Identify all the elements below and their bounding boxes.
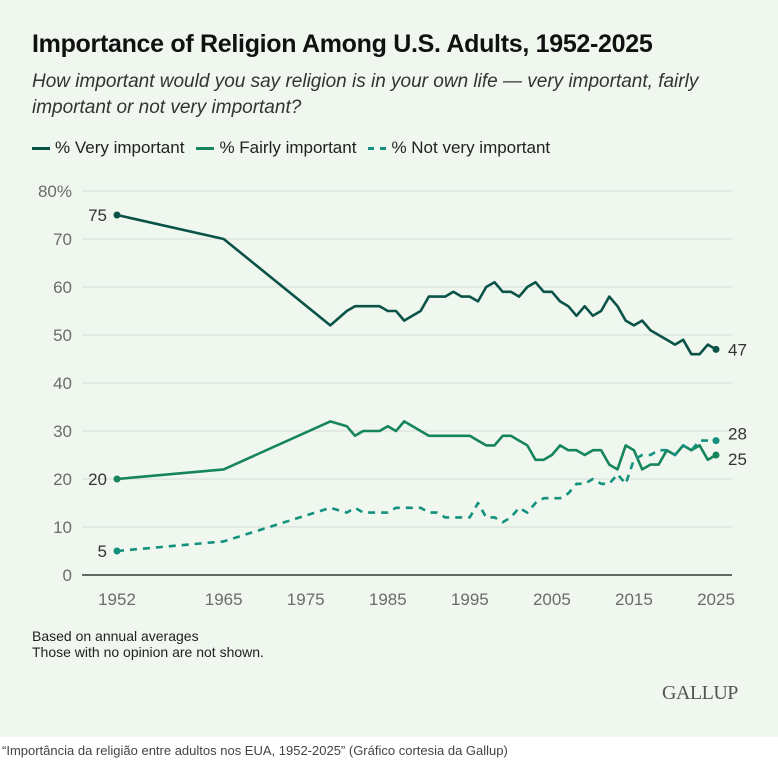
- data-label-end: 28: [728, 425, 747, 444]
- note-annual-averages: Based on annual averages: [32, 628, 199, 644]
- y-tick-label: 70: [53, 230, 72, 249]
- y-tick-label: 20: [53, 470, 72, 489]
- chart-subtitle: How important would you say religion is …: [32, 71, 699, 118]
- series-line-very: [115, 213, 718, 356]
- series-line-not-very: [116, 439, 716, 553]
- legend-label-not-very-important: % Not very important: [391, 138, 551, 157]
- data-point-end: [712, 451, 720, 459]
- line-chart: 0 10 20 30 40 50 60 70 80% 1952 1965 1975 1985 1995 2…: [38, 182, 747, 609]
- x-tick-label: 1985: [369, 590, 407, 609]
- legend-label-fairly-important: % Fairly important: [219, 138, 357, 157]
- data-point-end: [712, 437, 720, 445]
- data-point-start: [113, 475, 121, 483]
- data-point-start: [113, 547, 121, 555]
- legend: % Very important % Fairly important % No…: [32, 138, 562, 158]
- legend-label-very-important: % Very important: [55, 138, 185, 157]
- legend-swatch-fairly-important: [196, 146, 215, 150]
- x-tick-label: 1975: [287, 590, 325, 609]
- data-label-start: 20: [88, 470, 107, 489]
- data-label-end: 25: [728, 450, 747, 469]
- series-lines: [113, 211, 720, 555]
- x-tick-label: 2005: [533, 590, 571, 609]
- y-tick-label: 40: [53, 374, 72, 393]
- x-tick-label: 2025: [697, 590, 735, 609]
- gridlines: [82, 190, 732, 576]
- y-tick-label: 0: [63, 566, 72, 585]
- chart-panel: Importance of Religion Among U.S. Adults…: [0, 0, 778, 737]
- y-tick-label: 80%: [38, 182, 72, 201]
- y-axis-tick-labels: 0 10 20 30 40 50 60 70 80%: [38, 182, 72, 585]
- y-tick-label: 50: [53, 326, 72, 345]
- note-no-opinion: Those with no opinion are not shown.: [32, 644, 264, 660]
- series-line-fairly: [115, 420, 718, 481]
- data-label-start: 75: [88, 206, 107, 225]
- legend-swatch-not-very-important: [368, 146, 387, 150]
- x-tick-label: 1965: [205, 590, 243, 609]
- x-tick-label: 2015: [615, 590, 653, 609]
- y-tick-label: 60: [53, 278, 72, 297]
- legend-item-very-important: % Very important: [32, 138, 184, 158]
- x-tick-label: 1995: [451, 590, 489, 609]
- y-tick-label: 30: [53, 422, 72, 441]
- chart-title: Importance of Religion Among U.S. Adults…: [32, 30, 653, 58]
- legend-item-fairly-important: % Fairly important: [196, 138, 356, 158]
- gallup-logo: GALLUP: [662, 682, 738, 704]
- legend-item-not-very-important: % Not very important: [368, 138, 550, 158]
- chart-notes: Based on annual averages Those with no o…: [32, 628, 264, 660]
- x-axis-tick-labels: 1952 1965 1975 1985 1995 2005 2015 2025: [98, 590, 735, 609]
- data-point-start: [113, 211, 121, 219]
- y-tick-label: 10: [53, 518, 72, 537]
- legend-swatch-very-important: [32, 146, 50, 150]
- image-caption: “Importância da religião entre adultos n…: [2, 743, 508, 758]
- data-labels: 75 47 20 25 5 28: [88, 206, 747, 561]
- data-label-start: 5: [98, 542, 107, 561]
- x-tick-label: 1952: [98, 590, 136, 609]
- data-point-end: [712, 345, 720, 353]
- data-label-end: 47: [728, 340, 747, 359]
